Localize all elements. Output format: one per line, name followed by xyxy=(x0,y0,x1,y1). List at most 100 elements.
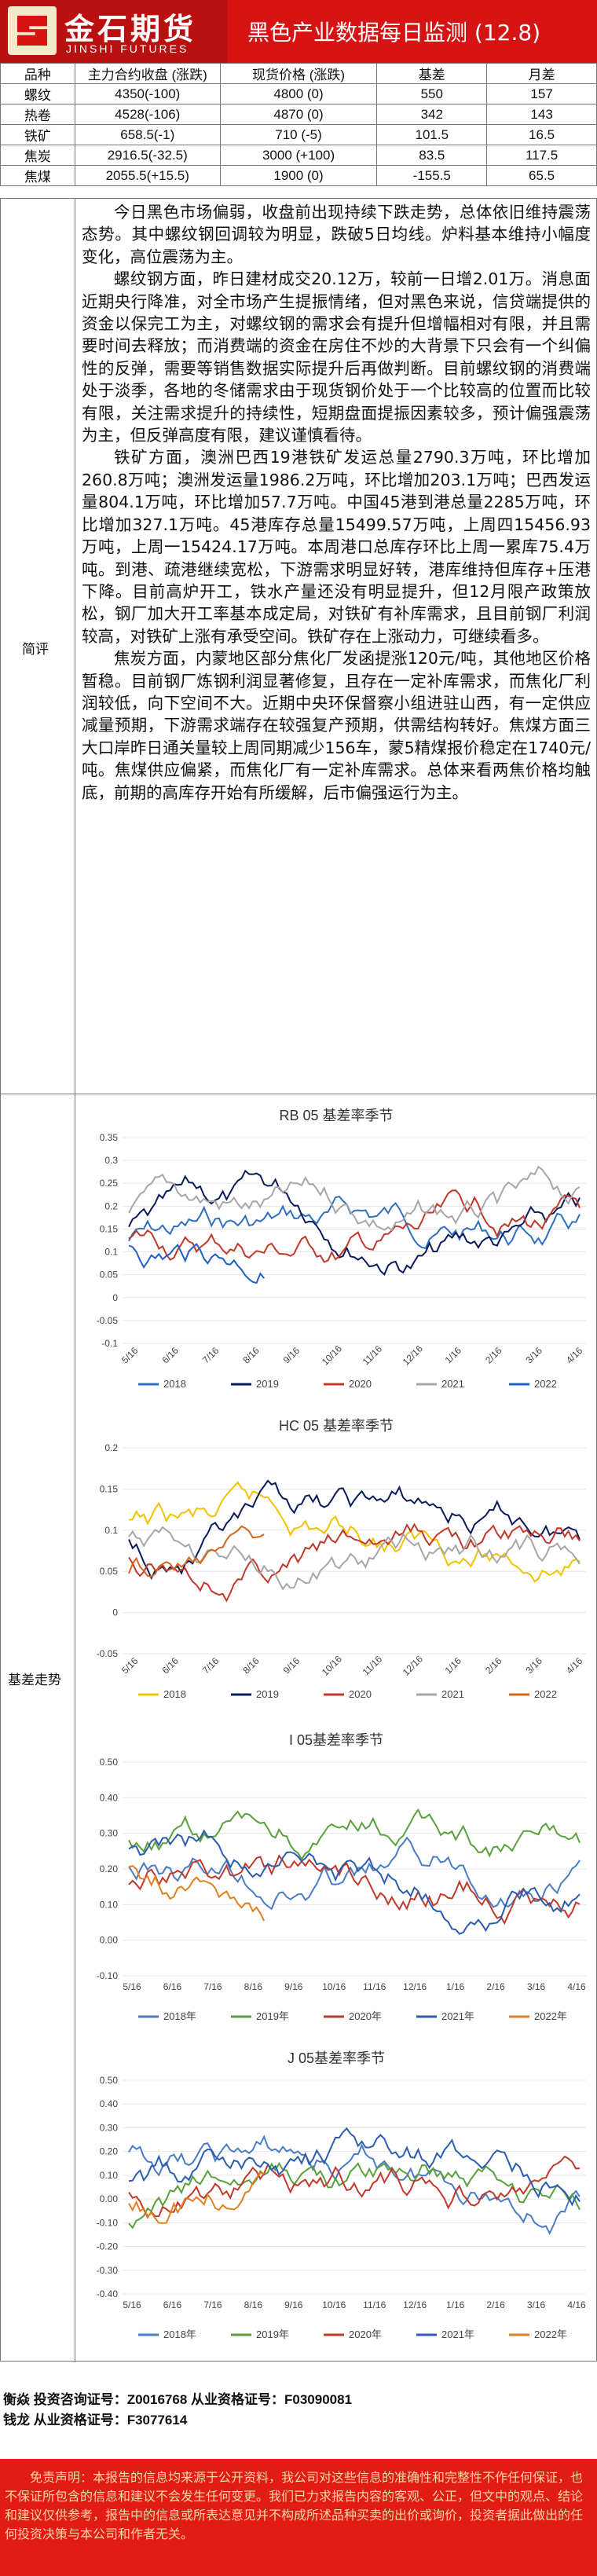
table-cell: 焦炭 xyxy=(0,145,75,166)
x-tick-label: 4/16 xyxy=(567,1981,586,1992)
table-header: 品种 xyxy=(0,63,75,84)
y-tick-label: 0.40 xyxy=(100,2098,119,2109)
analyst-contact: 钱龙 从业资格证号：F3077614 xyxy=(3,2413,188,2428)
commentary-paragraph: 今日黑色市场偏弱，收盘前出现持续下跌走势，总体依旧维持震荡态势。其中螺纹钢回调较… xyxy=(82,203,591,266)
disclaimer: 免责声明：本报告的信息均来源于公开资料，我公司对这些信息的准确性和完整性不作任何… xyxy=(0,2459,597,2576)
x-tick-label: 1/16 xyxy=(443,1655,464,1676)
table-row: 螺纹 4350(-100) 4800 (0) 550 157 xyxy=(0,83,597,104)
x-tick-label: 3/16 xyxy=(527,1981,546,1992)
x-tick-label: 3/16 xyxy=(527,2299,546,2310)
legend-label: 2018年 xyxy=(163,2010,196,2022)
legend-label: 2022 xyxy=(534,1378,557,1390)
chart-svg: I 05基差率季节 0.50 0.40 0.30 0.20 0.10 0.00 -0.10 5/… xyxy=(97,1732,586,2022)
y-tick-label: 0.20 xyxy=(100,2146,119,2157)
y-tick-label: -0.10 xyxy=(97,1970,119,1981)
x-tick-label: 11/16 xyxy=(361,1654,385,1678)
table-cell: 342 xyxy=(376,104,488,125)
y-tick-label: 0.35 xyxy=(100,1132,119,1143)
series-line xyxy=(128,2127,581,2207)
series-line xyxy=(128,1169,581,1276)
table-cell: 1900 (0) xyxy=(219,165,378,186)
x-tick-label: 6/16 xyxy=(159,1655,181,1676)
logo-mark-icon xyxy=(8,6,57,55)
x-tick-label: 5/16 xyxy=(119,1345,141,1366)
legend-label: 2019 xyxy=(256,1378,279,1390)
x-tick-label: 2/16 xyxy=(483,1655,504,1676)
series-line xyxy=(128,1525,265,1577)
x-tick-label: 8/16 xyxy=(244,2299,263,2310)
chart-title: HC 05 基差率季节 xyxy=(279,1418,394,1434)
chart-svg: HC 05 基差率季节 0.2 0.15 0.1 0.05 0 -0.055/16 6/16 7… xyxy=(97,1418,586,1700)
logo: 金石期货 JINSHI FUTURES xyxy=(0,0,228,63)
x-tick-label: 8/16 xyxy=(240,1655,262,1676)
x-tick-label: 11/16 xyxy=(363,1981,386,1992)
table-cell: 4800 (0) xyxy=(219,83,378,104)
table-cell: 117.5 xyxy=(486,145,597,166)
x-tick-label: 6/16 xyxy=(159,1345,181,1366)
legend-label: 2021年 xyxy=(441,2329,474,2340)
y-tick-label: 0.1 xyxy=(104,1525,118,1536)
legend-label: 2021年 xyxy=(441,2010,474,2022)
table-cell: 2055.5(+15.5) xyxy=(74,165,221,186)
y-tick-label: 0.15 xyxy=(100,1223,119,1234)
chart-title: I 05基差率季节 xyxy=(289,1732,383,1748)
y-tick-label: 0.05 xyxy=(100,1270,119,1281)
legend-label: 2022 xyxy=(534,1688,557,1700)
logo-chinese-name: 金石期货 xyxy=(64,12,197,46)
y-tick-label: 0.3 xyxy=(104,1155,118,1166)
table-header: 现货价格 (涨跌) xyxy=(219,63,378,84)
chart-title: RB 05 基差率季节 xyxy=(279,1108,393,1123)
x-tick-label: 11/16 xyxy=(361,1343,385,1368)
legend-label: 2021 xyxy=(441,1688,464,1700)
y-tick-label: -0.05 xyxy=(97,1315,119,1326)
legend-label: 2019年 xyxy=(256,2010,289,2022)
series-line xyxy=(128,2161,581,2230)
table-cell: 65.5 xyxy=(486,165,597,186)
table-cell: 热卷 xyxy=(0,104,75,125)
commentary-paragraph: 铁矿方面，澳洲巴西19港铁矿发运总量2790.3万吨，环比增加260.8万吨；澳… xyxy=(82,448,591,646)
table-cell: 4528(-106) xyxy=(74,104,221,125)
price-table: 品种 主力合约收盘 (涨跌) 现货价格 (涨跌) 基差 月差 螺纹 4350(-… xyxy=(0,63,597,186)
series-line xyxy=(128,1523,581,1603)
report-title: 黑色产业数据每日监测 (12.8) xyxy=(247,20,541,46)
table-cell: 铁矿 xyxy=(0,124,75,145)
legend-label: 2018年 xyxy=(163,2329,196,2340)
series-line xyxy=(128,1836,581,1911)
analyst-contact: 衡焱 投资咨询证号：Z0016768 从业资格证号：F03090081 xyxy=(3,2392,353,2407)
legend-label: 2019年 xyxy=(256,2329,289,2340)
x-tick-label: 11/16 xyxy=(363,2299,386,2310)
series-line xyxy=(128,1196,581,1250)
series-line xyxy=(128,2171,265,2224)
disclaimer-text: 免责声明：本报告的信息均来源于公开资料，我公司对这些信息的准确性和完整性不作任何… xyxy=(5,2470,584,2541)
legend-label: 2019 xyxy=(256,1688,279,1700)
x-tick-label: 3/16 xyxy=(524,1655,545,1676)
table-cell: 16.5 xyxy=(486,124,597,145)
series-line xyxy=(128,1808,581,1861)
x-tick-label: 9/16 xyxy=(284,1981,303,1992)
x-tick-label: 9/16 xyxy=(284,2299,303,2310)
x-tick-label: 6/16 xyxy=(163,2299,182,2310)
x-tick-label: 5/16 xyxy=(123,2299,141,2310)
y-tick-label: 0.30 xyxy=(100,1828,119,1839)
series-line xyxy=(128,1242,265,1284)
series-line xyxy=(128,1854,581,1926)
table-cell: 101.5 xyxy=(376,124,488,145)
y-tick-label: 0.25 xyxy=(100,1178,119,1189)
legend-label: 2018 xyxy=(163,1378,186,1390)
y-tick-label: 0.40 xyxy=(100,1792,119,1803)
i-basis-chart: I 05基差率季节 0.50 0.40 0.30 0.20 0.10 0.00 -0.10 5/… xyxy=(75,1724,597,2039)
y-tick-label: -0.20 xyxy=(97,2241,119,2252)
x-tick-label: 5/16 xyxy=(123,1981,141,1992)
y-tick-label: -0.40 xyxy=(97,2288,119,2299)
divider xyxy=(0,2361,597,2362)
table-row: 焦炭 2916.5(-32.5) 3000 (+100) 83.5 117.5 xyxy=(0,145,597,166)
table-header: 月差 xyxy=(486,63,597,84)
y-tick-label: -0.10 xyxy=(97,2217,119,2228)
y-tick-label: 0.00 xyxy=(100,1935,119,1946)
y-tick-label: 0.15 xyxy=(100,1483,119,1494)
table-cell: -155.5 xyxy=(376,165,488,186)
y-tick-label: 0.50 xyxy=(100,1757,119,1768)
y-tick-label: -0.05 xyxy=(97,1648,119,1659)
logo-english-name: JINSHI FUTURES xyxy=(66,42,189,55)
series-line xyxy=(128,2155,581,2219)
